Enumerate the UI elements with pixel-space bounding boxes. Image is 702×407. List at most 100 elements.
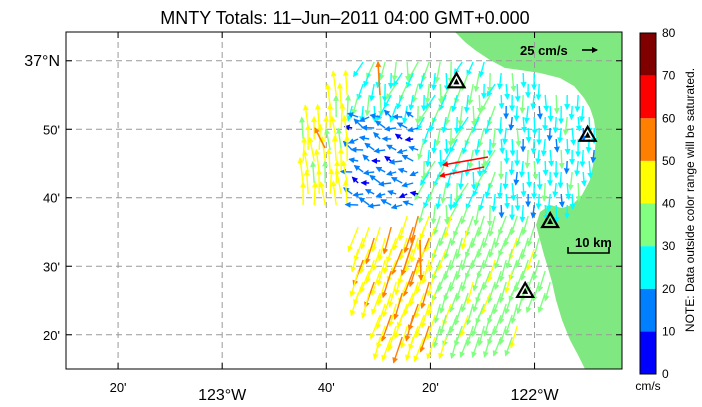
current-vector bbox=[422, 127, 430, 146]
colorbar-segment bbox=[640, 33, 656, 76]
current-vector bbox=[476, 215, 485, 238]
colorbar: 0 10 20 30 40 50 60 70 80 bbox=[639, 26, 676, 381]
current-vector bbox=[487, 171, 496, 191]
current-vector bbox=[439, 292, 447, 314]
current-vector bbox=[387, 325, 397, 352]
current-vector bbox=[383, 109, 392, 118]
current-vector bbox=[377, 237, 386, 262]
current-vector bbox=[417, 204, 425, 224]
current-vector bbox=[570, 127, 577, 146]
lat-label: 37°N bbox=[24, 53, 60, 70]
current-vector bbox=[371, 248, 381, 272]
current-vector bbox=[334, 168, 342, 195]
current-vector bbox=[493, 270, 502, 291]
colorbar-segment bbox=[640, 160, 656, 204]
current-vector bbox=[484, 149, 496, 167]
current-vector bbox=[520, 237, 529, 260]
current-vector bbox=[509, 215, 518, 236]
colorbar-frame bbox=[639, 32, 657, 375]
current-vector bbox=[587, 160, 594, 179]
current-vector bbox=[510, 303, 518, 325]
current-vector bbox=[425, 94, 436, 110]
current-vector bbox=[498, 303, 507, 325]
current-vector bbox=[398, 237, 408, 261]
current-vector bbox=[520, 72, 527, 89]
current-vector bbox=[574, 160, 581, 177]
current-vector bbox=[521, 215, 529, 236]
colorbar-tick-label: 20 bbox=[662, 282, 676, 296]
current-vector bbox=[497, 72, 503, 90]
current-vector bbox=[524, 149, 531, 169]
current-vector bbox=[531, 116, 538, 136]
current-vector bbox=[388, 303, 397, 328]
current-vector bbox=[414, 182, 425, 201]
lon-label: 20' bbox=[110, 380, 127, 395]
current-vector bbox=[386, 170, 397, 177]
current-vector bbox=[476, 94, 483, 114]
colorbar-segment bbox=[640, 288, 656, 332]
current-vector bbox=[455, 281, 463, 302]
frame-ticks bbox=[66, 32, 622, 369]
current-vector bbox=[430, 72, 437, 91]
current-vector bbox=[353, 61, 364, 78]
current-vector bbox=[477, 325, 485, 347]
current-vector bbox=[348, 157, 359, 164]
current-vector bbox=[428, 116, 436, 133]
current-vector bbox=[330, 70, 337, 96]
lon-label: 40' bbox=[318, 380, 335, 395]
current-vector bbox=[434, 61, 441, 84]
current-vector bbox=[464, 160, 471, 177]
current-vector bbox=[508, 160, 515, 176]
current-vector bbox=[535, 149, 542, 165]
current-vector bbox=[493, 248, 502, 270]
current-vector bbox=[548, 149, 555, 167]
current-vector bbox=[393, 314, 403, 340]
current-vector bbox=[371, 226, 381, 253]
current-vector bbox=[457, 105, 464, 127]
current-vector bbox=[303, 169, 310, 195]
current-vector bbox=[329, 115, 337, 140]
current-vector bbox=[472, 292, 480, 313]
current-vector bbox=[467, 149, 474, 169]
current-vector bbox=[439, 166, 485, 178]
current-vector bbox=[443, 204, 450, 226]
current-vector bbox=[536, 171, 543, 191]
current-vector bbox=[339, 102, 346, 129]
current-vector bbox=[414, 292, 425, 319]
current-vector bbox=[302, 104, 309, 129]
current-vector bbox=[521, 116, 528, 133]
current-vector bbox=[381, 270, 392, 299]
current-vector bbox=[519, 160, 525, 178]
current-vector bbox=[460, 270, 469, 292]
current-vector bbox=[465, 281, 474, 305]
current-vector bbox=[416, 226, 425, 251]
current-vector bbox=[488, 237, 496, 258]
colorbar-segment bbox=[640, 118, 656, 161]
current-vector bbox=[487, 259, 496, 283]
current-vector bbox=[449, 336, 458, 360]
current-vector bbox=[442, 156, 489, 168]
speed-scale-label: 25 cm/s bbox=[520, 43, 568, 58]
plot-frame bbox=[65, 31, 623, 370]
current-vector bbox=[492, 292, 502, 315]
current-vector bbox=[349, 270, 359, 298]
colorbar-segment bbox=[640, 331, 656, 374]
distance-scale-bar bbox=[567, 247, 610, 254]
current-vector bbox=[547, 105, 554, 123]
current-vector bbox=[424, 83, 431, 104]
current-vector bbox=[498, 281, 507, 304]
current-vector bbox=[350, 248, 359, 273]
current-vector bbox=[520, 259, 529, 281]
current-vector bbox=[443, 215, 452, 239]
current-vector bbox=[456, 182, 469, 202]
current-vector bbox=[537, 292, 546, 314]
saturation-note: NOTE: Data outside color range will be s… bbox=[683, 68, 697, 332]
current-vector bbox=[504, 83, 511, 100]
current-vector bbox=[535, 83, 542, 101]
current-vector bbox=[370, 270, 381, 296]
current-vector bbox=[418, 105, 430, 122]
current-vector bbox=[568, 105, 575, 121]
current-vector bbox=[455, 259, 463, 281]
current-vector bbox=[409, 237, 419, 263]
